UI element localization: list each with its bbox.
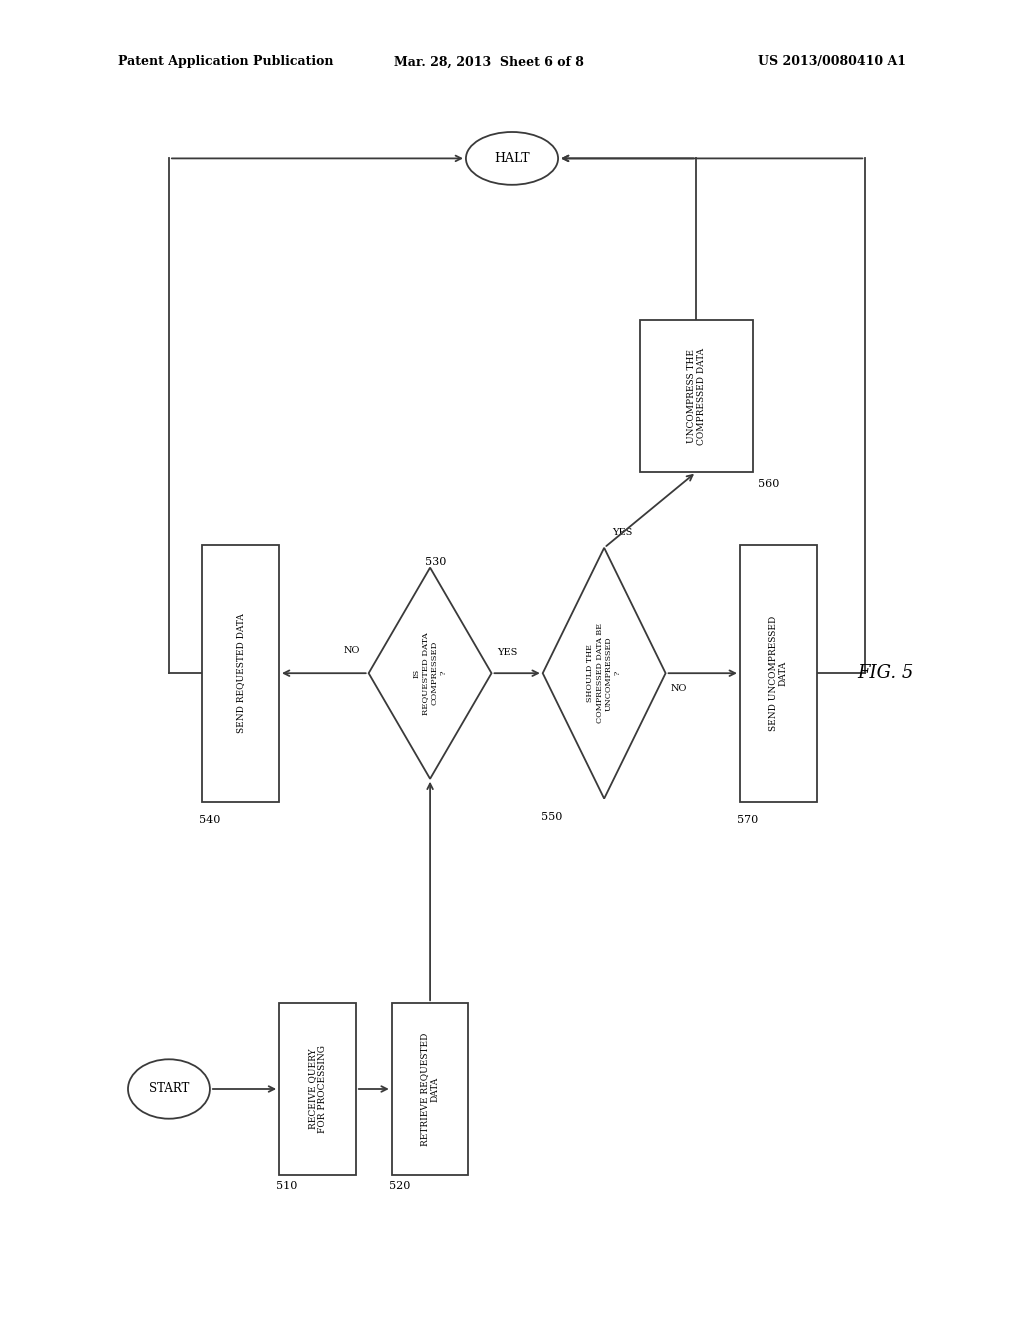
Text: YES: YES xyxy=(612,528,633,537)
Text: YES: YES xyxy=(497,648,517,657)
Text: UNCOMPRESS THE
COMPRESSED DATA: UNCOMPRESS THE COMPRESSED DATA xyxy=(687,347,706,445)
Text: IS
REQUESTED DATA
COMPRESSED
?: IS REQUESTED DATA COMPRESSED ? xyxy=(413,632,447,714)
Text: SHOULD THE
COMPRESSED DATA BE
UNCOMPRESSED
?: SHOULD THE COMPRESSED DATA BE UNCOMPRESS… xyxy=(587,623,622,723)
Text: NO: NO xyxy=(671,684,687,693)
Ellipse shape xyxy=(128,1059,210,1119)
Text: 550: 550 xyxy=(541,812,562,822)
Text: 520: 520 xyxy=(389,1181,410,1192)
Text: NO: NO xyxy=(344,645,360,655)
Text: RETRIEVE REQUESTED
DATA: RETRIEVE REQUESTED DATA xyxy=(421,1032,439,1146)
FancyBboxPatch shape xyxy=(202,545,279,803)
FancyBboxPatch shape xyxy=(739,545,817,803)
Polygon shape xyxy=(369,568,492,779)
FancyBboxPatch shape xyxy=(391,1003,469,1175)
Text: HALT: HALT xyxy=(495,152,529,165)
Text: SEND UNCOMPRESSED
DATA: SEND UNCOMPRESSED DATA xyxy=(769,615,787,731)
FancyBboxPatch shape xyxy=(640,321,753,473)
Text: 560: 560 xyxy=(758,479,779,488)
Text: Mar. 28, 2013  Sheet 6 of 8: Mar. 28, 2013 Sheet 6 of 8 xyxy=(394,55,584,69)
Ellipse shape xyxy=(466,132,558,185)
Text: START: START xyxy=(148,1082,189,1096)
Text: US 2013/0080410 A1: US 2013/0080410 A1 xyxy=(758,55,906,69)
Text: Patent Application Publication: Patent Application Publication xyxy=(118,55,333,69)
FancyBboxPatch shape xyxy=(279,1003,356,1175)
Polygon shape xyxy=(543,548,666,799)
Text: 540: 540 xyxy=(199,816,220,825)
Text: FIG. 5: FIG. 5 xyxy=(857,664,914,682)
Text: 570: 570 xyxy=(737,816,758,825)
Text: RECEIVE QUERY
FOR PROCESSING: RECEIVE QUERY FOR PROCESSING xyxy=(308,1045,327,1133)
Text: 510: 510 xyxy=(276,1181,297,1192)
Text: 530: 530 xyxy=(425,557,446,568)
Text: SEND REQUESTED DATA: SEND REQUESTED DATA xyxy=(237,614,245,733)
